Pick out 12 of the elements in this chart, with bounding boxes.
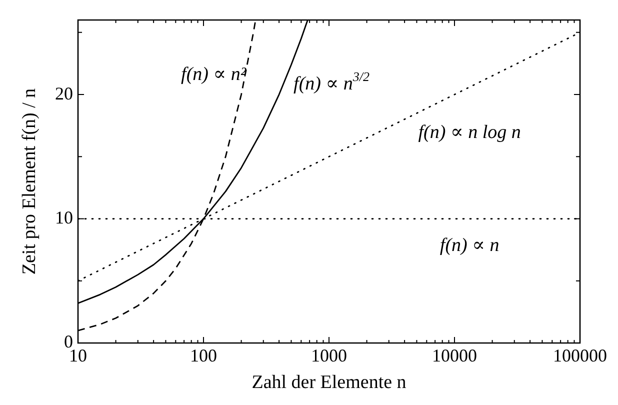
y-tick-label: 10 (55, 208, 73, 228)
series-label: f(n) ∝ n² (181, 64, 246, 85)
x-tick-label: 10000 (432, 346, 477, 366)
series-label: f(n) ∝ n log n (418, 122, 521, 144)
y-tick-label: 0 (64, 332, 73, 352)
y-axis-title: Zeit pro Element f(n) / n (18, 88, 40, 275)
x-tick-label: 100000 (553, 346, 607, 366)
series-label: f(n) ∝ n (440, 235, 500, 256)
x-tick-label: 1000 (311, 346, 347, 366)
x-axis-title: Zahl der Elemente n (252, 372, 407, 393)
x-tick-label: 100 (190, 346, 217, 366)
y-tick-label: 20 (55, 83, 73, 104)
